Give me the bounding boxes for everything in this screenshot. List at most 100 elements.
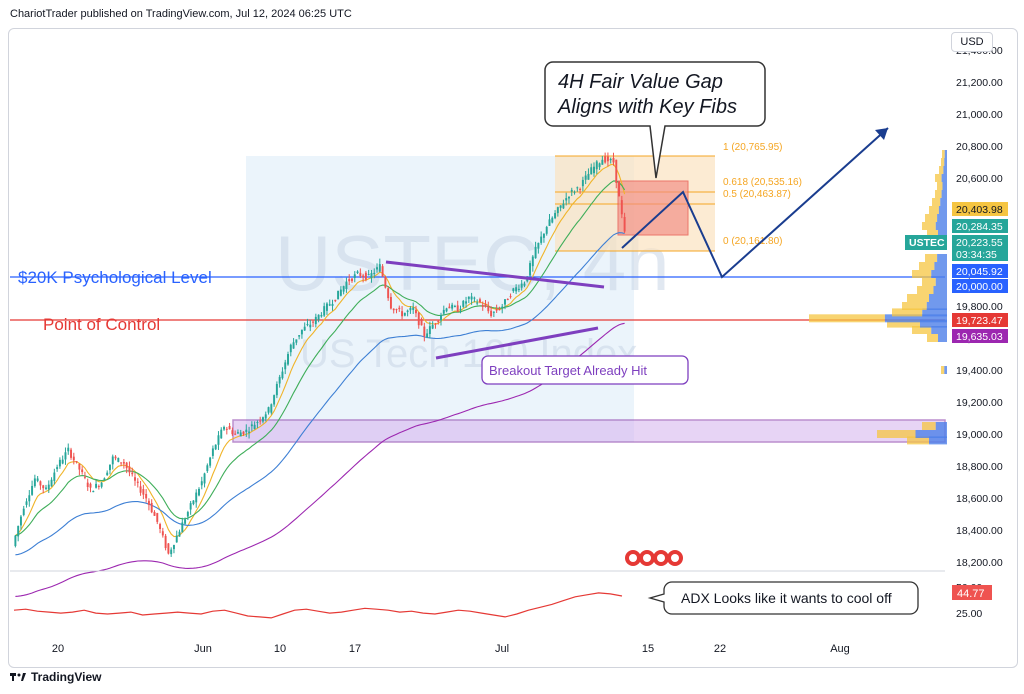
candle-body bbox=[378, 264, 381, 272]
fvg-callout bbox=[544, 61, 766, 179]
candle-body bbox=[89, 483, 92, 488]
candle-body bbox=[83, 476, 86, 478]
candle-body bbox=[184, 519, 187, 524]
candle-body bbox=[465, 301, 468, 304]
tradingview-logo[interactable]: TradingView bbox=[10, 670, 101, 684]
price-tick: 21,200.00 bbox=[956, 77, 1003, 89]
candle-body bbox=[395, 309, 398, 311]
candle-body bbox=[131, 472, 134, 475]
moving-average-line bbox=[15, 180, 626, 537]
volume-profile-bar-sell bbox=[935, 190, 942, 198]
fib-label-05: 0.5 (20,463.87) bbox=[723, 189, 791, 200]
volume-profile-bar-buy bbox=[941, 174, 947, 182]
moving-average-line bbox=[15, 232, 625, 556]
time-axis: 20 Jun 10 17 Jul 15 22 Aug bbox=[52, 643, 850, 655]
volume-profile-bar-sell bbox=[917, 286, 934, 294]
candle-body bbox=[58, 459, 61, 467]
candle-body bbox=[111, 456, 114, 465]
badge-19723-text: 19,723.47 bbox=[956, 315, 1003, 327]
candle-body bbox=[565, 198, 568, 201]
candle-body bbox=[147, 500, 150, 505]
candle-body bbox=[95, 483, 98, 488]
time-tick: Jul bbox=[495, 643, 509, 655]
candle-body bbox=[223, 426, 226, 430]
candle-body bbox=[593, 166, 595, 174]
badge-19635 bbox=[952, 329, 1008, 343]
volume-profile-bar-sell bbox=[907, 294, 929, 302]
candle-body bbox=[136, 481, 139, 483]
candle-body bbox=[306, 324, 309, 326]
price-tick: 19,000.00 bbox=[956, 429, 1003, 441]
candle-body bbox=[353, 274, 356, 278]
candle-body bbox=[451, 304, 454, 309]
price-axis: 18,200.00 18,400.00 18,600.00 18,800.00 19,0… bbox=[956, 45, 1003, 569]
candle-body bbox=[28, 495, 31, 502]
volume-profile-bar-buy bbox=[938, 334, 947, 342]
volume-profile-bar-sell bbox=[887, 319, 920, 328]
candle-body bbox=[225, 428, 228, 430]
candle-body bbox=[376, 267, 379, 270]
candle-body bbox=[373, 272, 376, 275]
volume-profile-bar-buy bbox=[940, 198, 947, 206]
candle-body bbox=[384, 276, 387, 288]
volume-profile-bar-buy bbox=[944, 150, 947, 158]
candle-body bbox=[228, 425, 231, 430]
candle-body bbox=[445, 308, 448, 312]
badge-20000-text: 20,000.00 bbox=[956, 281, 1003, 293]
candle-body bbox=[484, 303, 487, 307]
candle-body bbox=[331, 303, 334, 306]
candle-body bbox=[325, 303, 328, 311]
badge-19723 bbox=[952, 313, 1008, 327]
candle-body bbox=[309, 324, 312, 328]
candle-body bbox=[53, 472, 56, 481]
badge-20284 bbox=[952, 219, 1008, 233]
candle-body bbox=[275, 383, 278, 396]
volume-profile-bar-sell bbox=[941, 366, 945, 374]
volume-profile-bar-buy bbox=[933, 286, 947, 294]
currency-selector[interactable]: USD bbox=[951, 32, 993, 52]
candle-body bbox=[320, 315, 323, 317]
candle-body bbox=[537, 242, 540, 249]
economic-events-icons bbox=[625, 550, 683, 566]
fvg-box bbox=[617, 180, 689, 236]
volume-profile-bar-sell bbox=[877, 430, 916, 438]
moving-average-line bbox=[15, 322, 625, 597]
candle-body bbox=[292, 342, 295, 349]
price-tick: 19,400.00 bbox=[956, 365, 1003, 377]
candle-body bbox=[100, 482, 103, 487]
candle-body bbox=[328, 304, 331, 306]
candle-body bbox=[108, 464, 111, 471]
candle-body bbox=[298, 335, 301, 337]
candle-body bbox=[122, 461, 125, 464]
candle-body bbox=[562, 203, 565, 209]
poc-label: Point of Control bbox=[43, 315, 160, 334]
volume-profile-bar-buy bbox=[922, 308, 947, 317]
volume-profile-bar-sell bbox=[941, 158, 945, 166]
badge-adx bbox=[952, 585, 992, 600]
candle-body bbox=[398, 307, 401, 310]
candle-body bbox=[423, 326, 426, 337]
candle-body bbox=[462, 300, 465, 307]
volume-profile-bar-buy bbox=[937, 254, 947, 262]
volume-profile-bar-buy bbox=[938, 206, 947, 214]
time-tick: 10 bbox=[274, 643, 286, 655]
candle-body bbox=[414, 309, 417, 314]
candle-body bbox=[295, 339, 298, 343]
candle-body bbox=[250, 424, 253, 427]
candle-body bbox=[39, 481, 42, 486]
candle-body bbox=[440, 315, 442, 321]
candle-body bbox=[409, 308, 412, 311]
candle-body bbox=[64, 452, 67, 460]
price-tick: 18,400.00 bbox=[956, 525, 1003, 537]
volume-profile-bar-buy bbox=[938, 230, 947, 238]
candle-body bbox=[442, 309, 445, 314]
candle-body bbox=[78, 463, 81, 470]
candle-body bbox=[612, 158, 615, 163]
candle-body bbox=[220, 429, 223, 439]
candle-body bbox=[242, 431, 245, 435]
candle-body bbox=[531, 256, 534, 267]
volume-profile bbox=[809, 150, 947, 445]
candle-body bbox=[253, 424, 256, 430]
candle-body bbox=[595, 161, 598, 170]
